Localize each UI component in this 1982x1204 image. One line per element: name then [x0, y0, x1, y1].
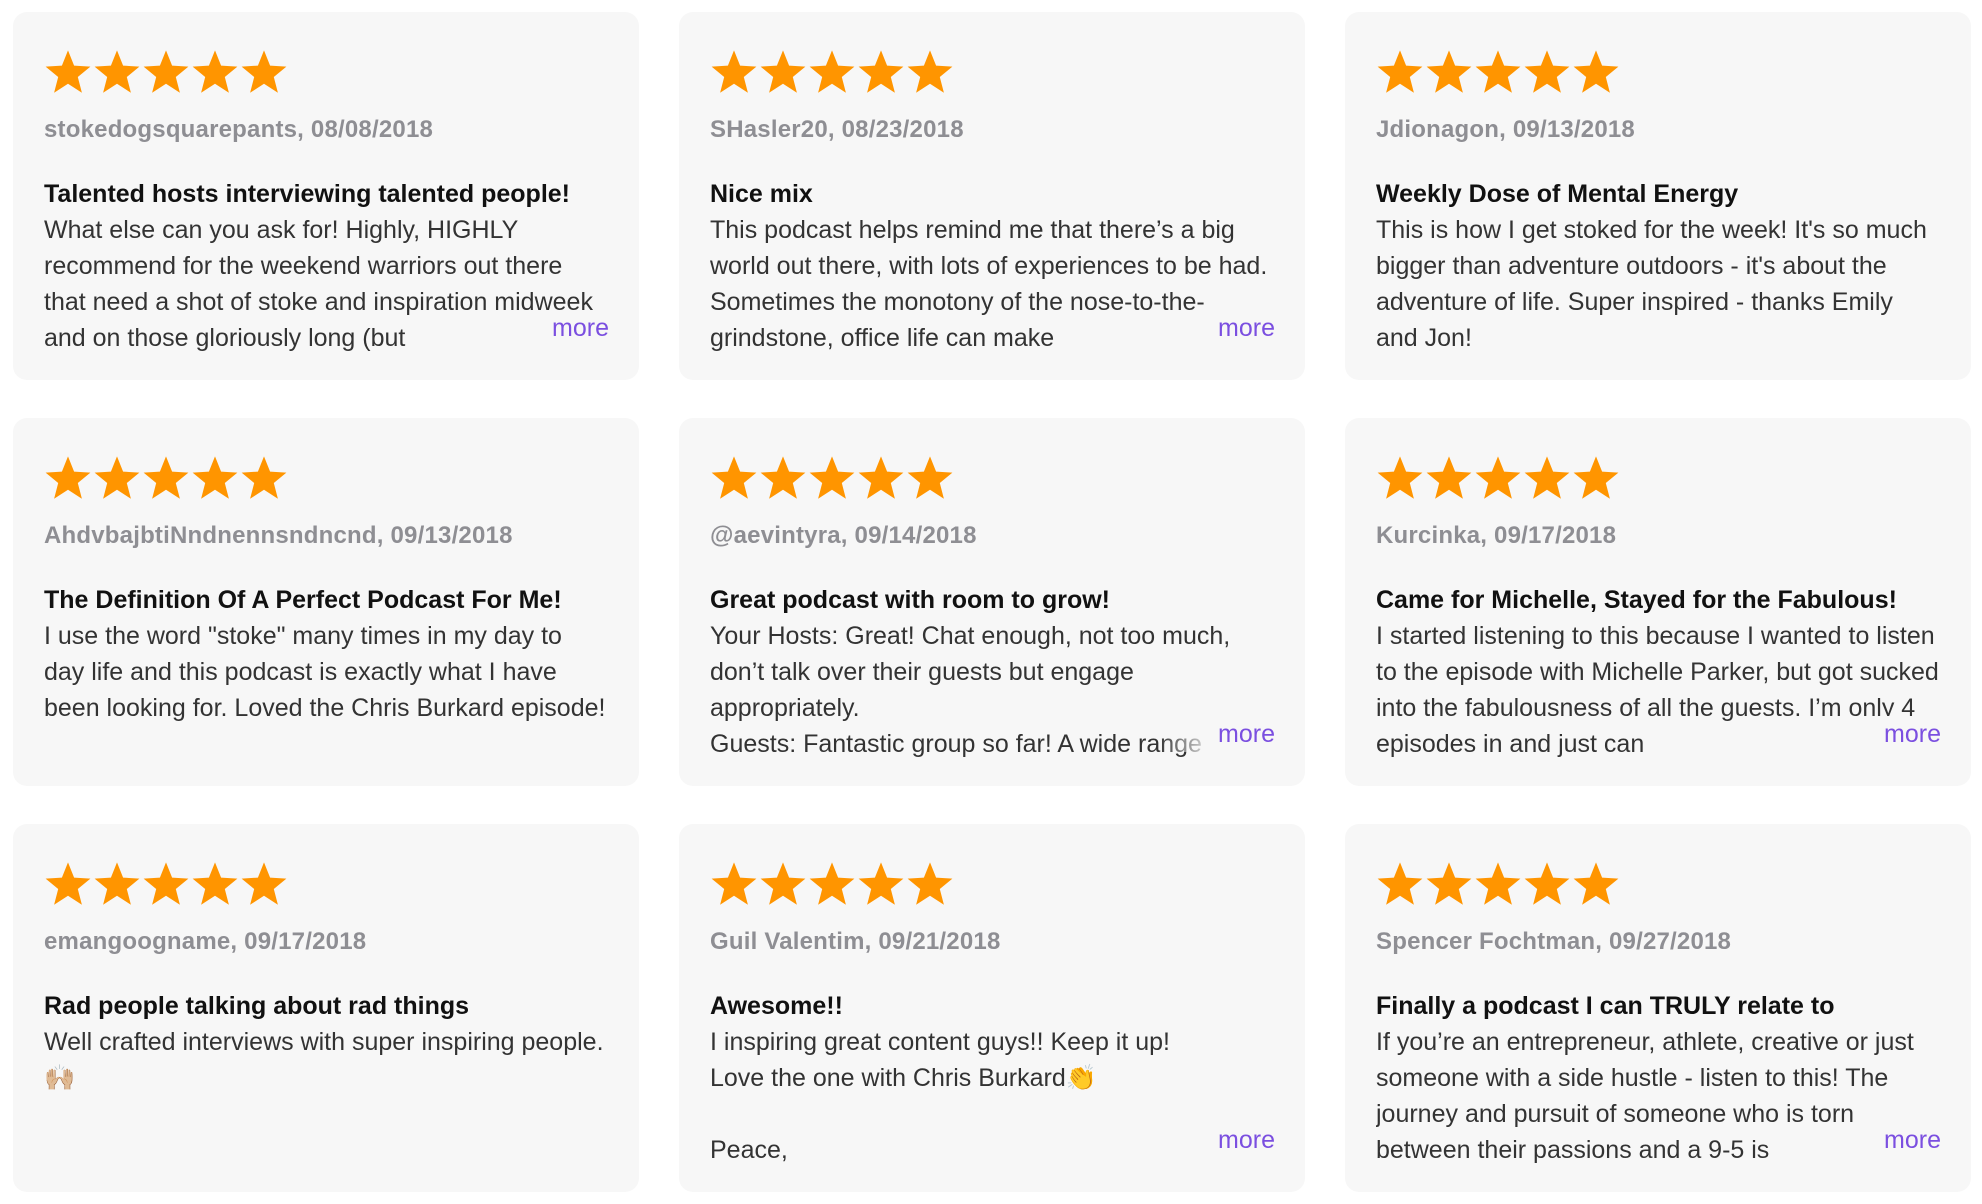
star-rating	[1376, 48, 1941, 98]
more-link[interactable]: more	[1824, 716, 1941, 752]
more-link[interactable]: more	[492, 310, 609, 346]
more-link[interactable]: more	[1158, 716, 1275, 752]
review-author-date: Spencer Fochtman, 09/27/2018	[1376, 928, 1732, 955]
review-body: What else can you ask for! Highly, HIGHL…	[44, 216, 593, 352]
star-icon	[142, 48, 190, 96]
star-icon	[710, 454, 758, 502]
star-icon	[759, 860, 807, 908]
reviews-grid: stokedogsquarepants, 08/08/2018 Talented…	[13, 12, 1971, 1192]
star-icon	[808, 48, 856, 96]
star-icon	[710, 48, 758, 96]
star-icon	[759, 454, 807, 502]
review-body: Well crafted interviews with super inspi…	[44, 1028, 604, 1092]
more-link[interactable]: more	[1158, 310, 1275, 346]
star-icon	[93, 454, 141, 502]
review-card: emangoogname, 09/17/2018 Rad people talk…	[13, 824, 639, 1192]
more-link[interactable]: more	[1824, 1122, 1941, 1158]
star-rating	[44, 48, 609, 98]
review-author-date: emangoogname, 09/17/2018	[44, 928, 367, 955]
review-author-date: Kurcinka, 09/17/2018	[1376, 522, 1617, 549]
review-body: Your Hosts: Great! Chat enough, not too …	[710, 622, 1231, 758]
star-rating	[710, 454, 1275, 504]
review-title: Awesome!!	[710, 992, 843, 1020]
star-icon	[1523, 454, 1571, 502]
star-icon	[710, 860, 758, 908]
star-icon	[1376, 48, 1424, 96]
review-title: Talented hosts interviewing talented peo…	[44, 180, 571, 208]
star-icon	[1425, 454, 1473, 502]
star-icon	[906, 48, 954, 96]
review-author-date: Guil Valentim, 09/21/2018	[710, 928, 1001, 955]
review-title: Finally a podcast I can TRULY relate to	[1376, 992, 1835, 1020]
star-icon	[240, 860, 288, 908]
star-icon	[1523, 48, 1571, 96]
star-icon	[44, 860, 92, 908]
review-title: Nice mix	[710, 180, 813, 208]
star-icon	[1474, 48, 1522, 96]
star-rating	[1376, 454, 1941, 504]
review-body: I use the word "stoke" many times in my …	[44, 622, 606, 722]
star-icon	[191, 48, 239, 96]
star-icon	[44, 48, 92, 96]
star-icon	[142, 454, 190, 502]
star-rating	[710, 48, 1275, 98]
star-icon	[93, 860, 141, 908]
star-icon	[857, 48, 905, 96]
review-author-date: AhdvbajbtiNndnennsndncnd, 09/13/2018	[44, 522, 513, 549]
star-icon	[906, 454, 954, 502]
star-icon	[240, 454, 288, 502]
star-icon	[44, 454, 92, 502]
more-link[interactable]: more	[1158, 1122, 1275, 1158]
star-rating	[44, 860, 609, 910]
star-icon	[1523, 860, 1571, 908]
star-rating	[44, 454, 609, 504]
star-icon	[808, 454, 856, 502]
review-card: Guil Valentim, 09/21/2018 Awesome!! I in…	[679, 824, 1305, 1192]
star-icon	[857, 454, 905, 502]
review-title: The Definition Of A Perfect Podcast For …	[44, 586, 562, 614]
review-title: Weekly Dose of Mental Energy	[1376, 180, 1739, 208]
star-icon	[1572, 454, 1620, 502]
star-icon	[240, 48, 288, 96]
review-card: @aevintyra, 09/14/2018 Great podcast wit…	[679, 418, 1305, 786]
star-icon	[1425, 48, 1473, 96]
star-icon	[759, 48, 807, 96]
review-body: This podcast helps remind me that there’…	[710, 216, 1268, 352]
star-icon	[1572, 860, 1620, 908]
star-icon	[191, 860, 239, 908]
review-body: I inspiring great content guys!! Keep it…	[710, 1028, 1170, 1164]
star-icon	[808, 860, 856, 908]
review-card: Kurcinka, 09/17/2018 Came for Michelle, …	[1345, 418, 1971, 786]
review-author-date: stokedogsquarepants, 08/08/2018	[44, 116, 434, 143]
review-author-date: @aevintyra, 09/14/2018	[710, 522, 977, 549]
star-icon	[93, 48, 141, 96]
review-author-date: SHasler20, 08/23/2018	[710, 116, 964, 143]
review-title: Rad people talking about rad things	[44, 992, 470, 1020]
star-rating	[1376, 860, 1941, 910]
review-title: Great podcast with room to grow!	[710, 586, 1111, 614]
star-icon	[1474, 454, 1522, 502]
review-body: I started listening to this because I wa…	[1376, 622, 1939, 758]
star-icon	[191, 454, 239, 502]
star-icon	[1376, 860, 1424, 908]
star-icon	[1572, 48, 1620, 96]
review-card: stokedogsquarepants, 08/08/2018 Talented…	[13, 12, 639, 380]
review-card: Spencer Fochtman, 09/27/2018 Finally a p…	[1345, 824, 1971, 1192]
review-card: Jdionagon, 09/13/2018 Weekly Dose of Men…	[1345, 12, 1971, 380]
star-rating	[710, 860, 1275, 910]
star-icon	[142, 860, 190, 908]
star-icon	[906, 860, 954, 908]
star-icon	[857, 860, 905, 908]
review-card: AhdvbajbtiNndnennsndncnd, 09/13/2018 The…	[13, 418, 639, 786]
review-title: Came for Michelle, Stayed for the Fabulo…	[1376, 586, 1897, 614]
star-icon	[1376, 454, 1424, 502]
review-body: If you’re an entrepreneur, athlete, crea…	[1376, 1028, 1914, 1164]
review-card: SHasler20, 08/23/2018 Nice mix This podc…	[679, 12, 1305, 380]
review-author-date: Jdionagon, 09/13/2018	[1376, 116, 1635, 143]
star-icon	[1425, 860, 1473, 908]
review-body: This is how I get stoked for the week! I…	[1376, 216, 1927, 352]
star-icon	[1474, 860, 1522, 908]
